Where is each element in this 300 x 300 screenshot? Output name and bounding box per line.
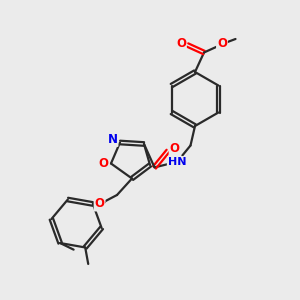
Text: N: N (107, 133, 118, 146)
Text: O: O (176, 37, 186, 50)
Text: O: O (94, 197, 105, 211)
Text: HN: HN (168, 157, 186, 167)
Text: O: O (98, 157, 109, 170)
Text: O: O (217, 37, 227, 50)
Text: O: O (169, 142, 180, 155)
